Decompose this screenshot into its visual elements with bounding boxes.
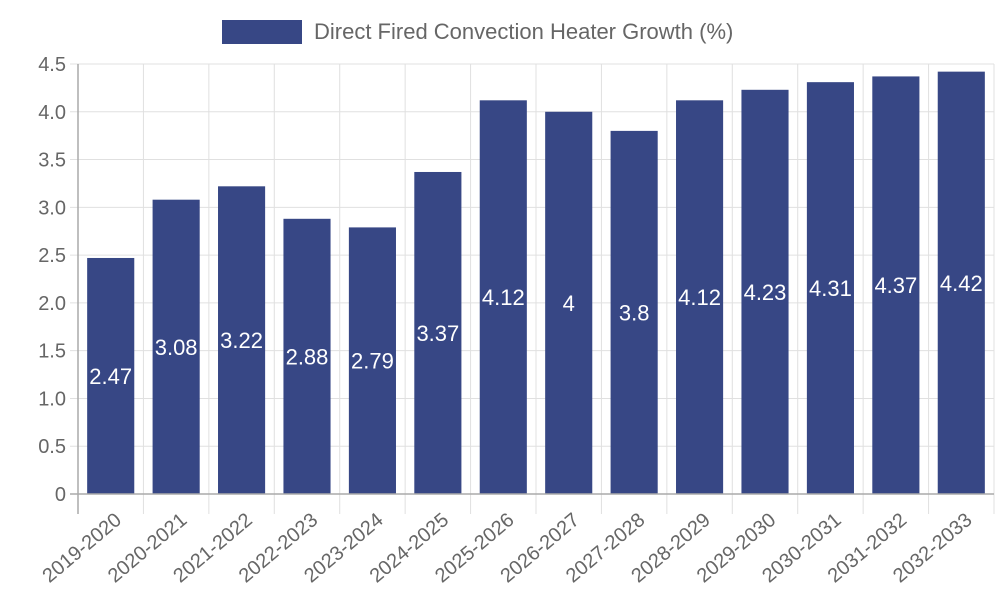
bar[interactable]: [545, 111, 593, 495]
x-axis-ticks: 2019-20202020-20212021-20222022-20232023…: [39, 509, 977, 587]
bar[interactable]: [414, 171, 462, 494]
bar-value-label: 4.42: [940, 271, 983, 296]
bar[interactable]: [872, 76, 920, 494]
bar[interactable]: [283, 218, 331, 495]
y-tick-label: 2.5: [38, 245, 66, 267]
bar-value-label: 4.37: [874, 273, 917, 298]
y-tick-label: 0.5: [38, 436, 66, 458]
bar-value-label: 2.47: [89, 364, 132, 389]
legend[interactable]: Direct Fired Convection Heater Growth (%…: [222, 19, 733, 44]
bars: 2.47 3.08 3.22 2.88 2.79 3.37 4.12 4 3.8 4.12 4.23…: [87, 71, 985, 495]
bar[interactable]: [152, 199, 200, 494]
bar[interactable]: [610, 130, 658, 494]
axes: [70, 64, 994, 514]
y-tick-label: 3.0: [38, 197, 66, 219]
bar-value-label: 4: [563, 291, 575, 316]
y-tick-label: 4.0: [38, 102, 66, 124]
y-tick-label: 0: [55, 484, 66, 506]
y-tick-label: 3.5: [38, 150, 66, 172]
bar-value-label: 3.08: [155, 335, 198, 360]
bar[interactable]: [479, 100, 527, 495]
bar-value-label: 4.12: [678, 285, 721, 310]
bar[interactable]: [218, 186, 266, 495]
bar-value-label: 2.79: [351, 349, 394, 374]
bar-value-label: 4.23: [744, 280, 787, 305]
y-tick-label: 2.0: [38, 293, 66, 315]
legend-label: Direct Fired Convection Heater Growth (%…: [314, 19, 733, 44]
y-tick-label: 1.5: [38, 341, 66, 363]
bar-value-label: 3.37: [416, 321, 459, 346]
bar-value-label: 2.88: [286, 344, 329, 369]
y-axis-ticks: 0 0.5 1.0 1.5 2.0 2.5 3.0 3.5 4.0 4.5: [38, 54, 66, 506]
bar[interactable]: [741, 89, 789, 495]
bar-value-label: 3.8: [619, 300, 650, 325]
y-tick-label: 1.0: [38, 388, 66, 410]
bar-value-label: 4.12: [482, 285, 525, 310]
bar[interactable]: [348, 227, 396, 494]
y-tick-label: 4.5: [38, 54, 66, 76]
gridlines: [70, 63, 995, 514]
bar-value-label: 3.22: [220, 328, 263, 353]
bar[interactable]: [676, 100, 724, 495]
bar[interactable]: [937, 71, 985, 495]
bar[interactable]: [87, 257, 135, 494]
legend-swatch: [222, 20, 302, 44]
bar-value-label: 4.31: [809, 276, 852, 301]
bar[interactable]: [806, 82, 854, 495]
